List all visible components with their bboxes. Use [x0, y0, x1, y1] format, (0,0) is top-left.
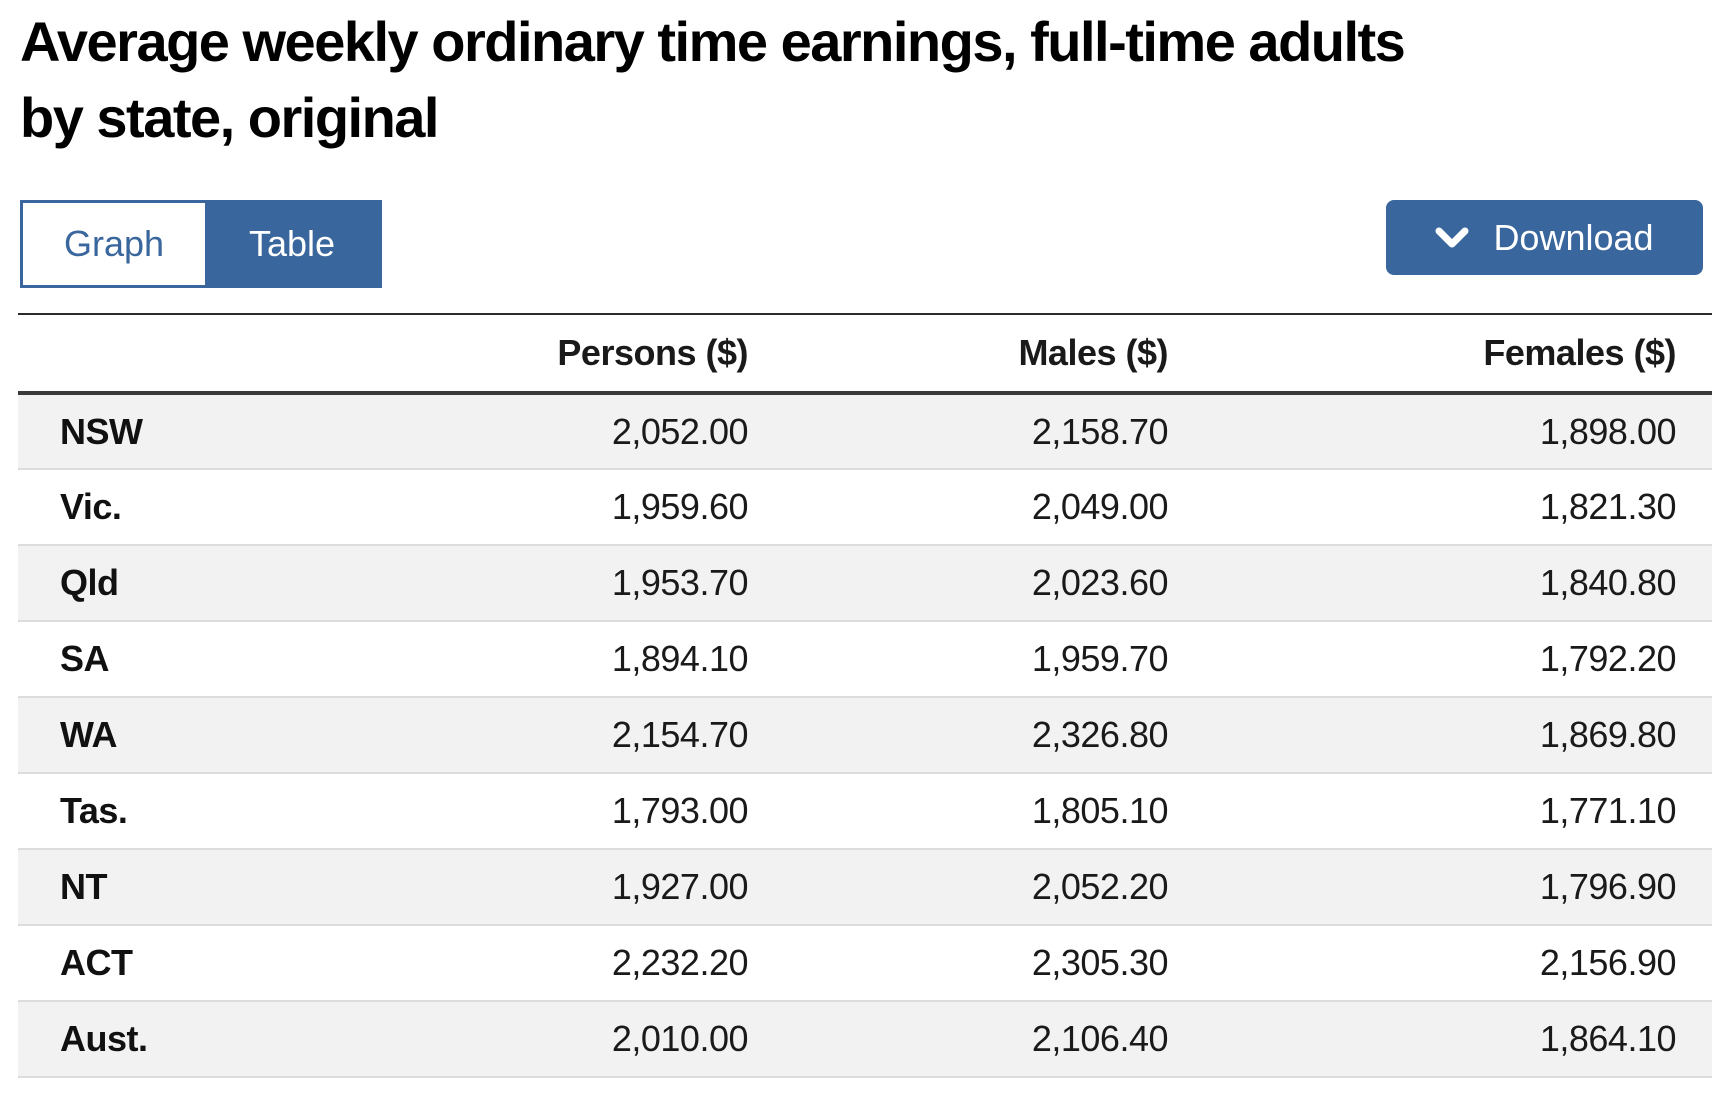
- persons-cell: 2,010.00: [358, 1001, 749, 1078]
- column-header-persons: Persons ($): [358, 314, 749, 395]
- females-cell: 1,898.00: [1168, 393, 1712, 470]
- table-row: WA 2,154.70 2,326.80 1,869.80: [18, 697, 1712, 774]
- chevron-down-icon: [1435, 227, 1469, 247]
- males-cell: 2,326.80: [748, 697, 1169, 774]
- state-cell: SA: [18, 621, 358, 698]
- download-label: Download: [1493, 216, 1654, 258]
- females-cell: 2,156.90: [1168, 925, 1712, 1002]
- males-cell: 2,305.30: [748, 925, 1169, 1002]
- persons-cell: 1,793.00: [358, 773, 749, 850]
- table-row: Qld 1,953.70 2,023.60 1,840.80: [18, 545, 1712, 622]
- column-header-males: Males ($): [748, 314, 1169, 395]
- males-cell: 2,023.60: [748, 545, 1169, 622]
- males-cell: 1,805.10: [748, 773, 1169, 850]
- page-title: Average weekly ordinary time earnings, f…: [20, 10, 1406, 149]
- persons-cell: 2,154.70: [358, 697, 749, 774]
- tab-table[interactable]: Table: [205, 203, 379, 285]
- state-cell: NSW: [18, 393, 358, 470]
- persons-cell: 1,927.00: [358, 849, 749, 926]
- males-cell: 1,959.70: [748, 621, 1169, 698]
- state-cell: Tas.: [18, 773, 358, 850]
- table-row: Vic. 1,959.60 2,049.00 1,821.30: [18, 469, 1712, 546]
- table-container: Persons ($) Males ($) Females ($) NSW 2,…: [18, 313, 1712, 1078]
- tab-graph[interactable]: Graph: [23, 203, 205, 285]
- females-cell: 1,821.30: [1168, 469, 1712, 546]
- females-cell: 1,864.10: [1168, 1001, 1712, 1078]
- state-cell: Vic.: [18, 469, 358, 546]
- persons-cell: 2,232.20: [358, 925, 749, 1002]
- view-toggle: Graph Table: [20, 200, 382, 288]
- males-cell: 2,049.00: [748, 469, 1169, 546]
- males-cell: 2,158.70: [748, 393, 1169, 470]
- persons-cell: 2,052.00: [358, 393, 749, 470]
- state-cell: Qld: [18, 545, 358, 622]
- persons-cell: 1,894.10: [358, 621, 749, 698]
- state-cell: NT: [18, 849, 358, 926]
- table-row: NT 1,927.00 2,052.20 1,796.90: [18, 849, 1712, 926]
- table-row: SA 1,894.10 1,959.70 1,792.20: [18, 621, 1712, 698]
- column-header-females: Females ($): [1168, 314, 1712, 395]
- males-cell: 2,052.20: [748, 849, 1169, 926]
- column-header-state: [18, 314, 358, 395]
- table-row: Aust. 2,010.00 2,106.40 1,864.10: [18, 1001, 1712, 1078]
- table-row: Tas. 1,793.00 1,805.10 1,771.10: [18, 773, 1712, 850]
- females-cell: 1,840.80: [1168, 545, 1712, 622]
- persons-cell: 1,959.60: [358, 469, 749, 546]
- persons-cell: 1,953.70: [358, 545, 749, 622]
- females-cell: 1,792.20: [1168, 621, 1712, 698]
- controls-row: Graph Table Download: [20, 200, 1703, 288]
- females-cell: 1,771.10: [1168, 773, 1712, 850]
- state-cell: ACT: [18, 925, 358, 1002]
- download-button[interactable]: Download: [1386, 200, 1703, 275]
- state-cell: WA: [18, 697, 358, 774]
- state-cell: Aust.: [18, 1001, 358, 1078]
- males-cell: 2,106.40: [748, 1001, 1169, 1078]
- females-cell: 1,796.90: [1168, 849, 1712, 926]
- females-cell: 1,869.80: [1168, 697, 1712, 774]
- earnings-table: Persons ($) Males ($) Females ($) NSW 2,…: [18, 313, 1712, 1078]
- table-row: NSW 2,052.00 2,158.70 1,898.00: [18, 393, 1712, 470]
- table-row: ACT 2,232.20 2,305.30 2,156.90: [18, 925, 1712, 1002]
- header-row: Persons ($) Males ($) Females ($): [18, 314, 1712, 395]
